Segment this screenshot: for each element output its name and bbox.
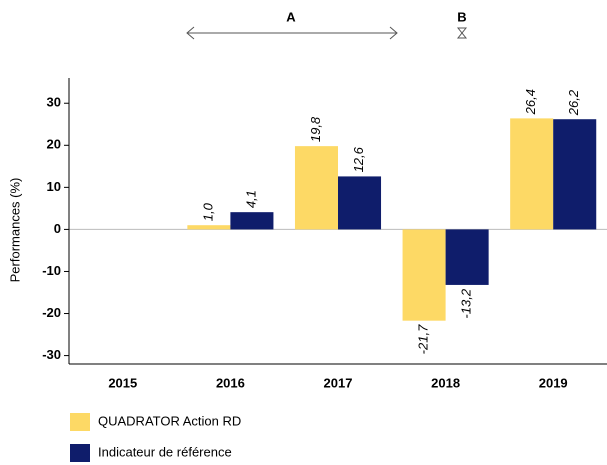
bar — [553, 119, 597, 230]
legend-swatch — [70, 444, 90, 462]
legend-label: Indicateur de référence — [98, 444, 232, 459]
y-tick-label: 20 — [47, 137, 61, 152]
bar — [187, 225, 231, 230]
y-axis-label: Performances (%) — [7, 178, 22, 283]
x-tick-label: 2018 — [431, 375, 460, 390]
annotation: A — [286, 9, 296, 24]
legend-swatch — [70, 413, 90, 431]
bar — [338, 176, 382, 230]
data-label: -13,2 — [459, 288, 474, 318]
bar — [402, 229, 446, 321]
arrow-head — [186, 26, 195, 40]
y-tick-label: -20 — [42, 305, 61, 320]
data-label: 19,8 — [308, 116, 323, 142]
data-label: 12,6 — [351, 146, 366, 172]
bar — [294, 146, 338, 230]
data-label: -21,7 — [416, 324, 431, 354]
y-tick-label: 0 — [54, 221, 61, 236]
arrow-head — [389, 26, 398, 40]
x-tick-label: 2019 — [539, 375, 568, 390]
y-tick-label: 30 — [47, 95, 61, 110]
x-tick-label: 2017 — [324, 375, 353, 390]
annotation: B — [457, 9, 466, 24]
annotation-icon — [456, 27, 468, 39]
y-tick-label: 10 — [47, 179, 61, 194]
y-tick-label: -30 — [42, 347, 61, 362]
bar — [230, 212, 274, 230]
legend-label: QUADRATOR Action RD — [98, 413, 241, 428]
data-label: 1,0 — [200, 202, 215, 221]
bar — [510, 118, 554, 230]
data-label: 26,2 — [566, 89, 581, 116]
data-label: 4,1 — [243, 190, 258, 208]
data-label: 26,4 — [523, 89, 538, 115]
x-tick-label: 2015 — [108, 375, 137, 390]
bar — [445, 229, 489, 285]
y-tick-label: -10 — [42, 263, 61, 278]
x-tick-label: 2016 — [216, 375, 245, 390]
